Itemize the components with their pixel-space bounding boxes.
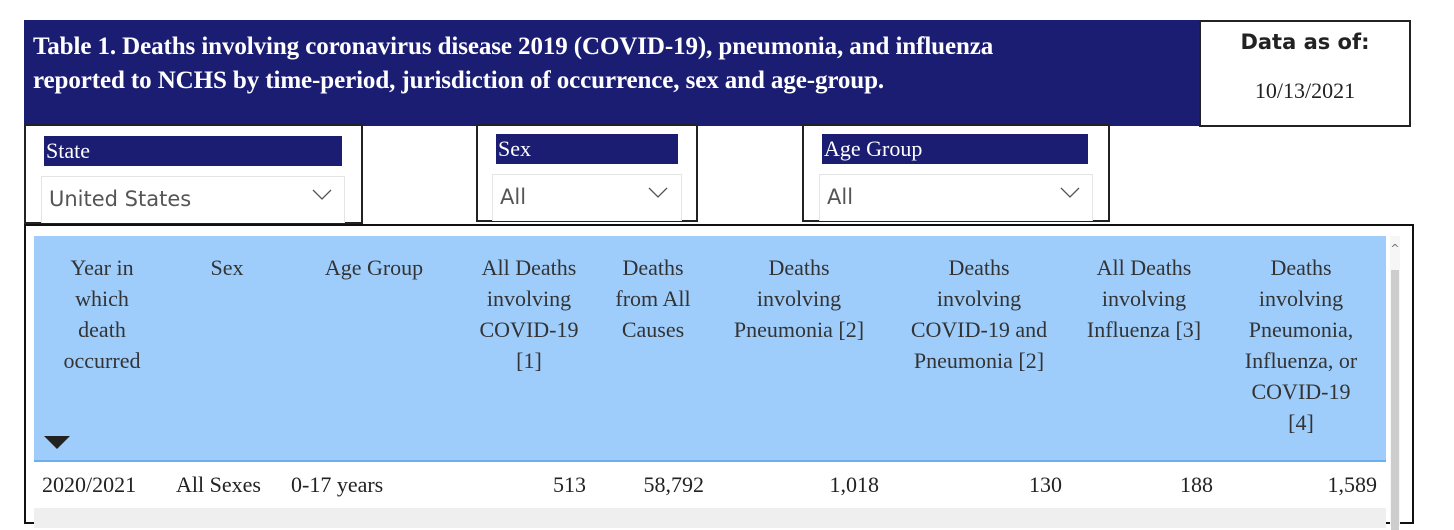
report-title: Table 1. Deaths involving coronavirus di… xyxy=(33,30,993,98)
cell-covid-and-pneumonia: 130 xyxy=(1029,472,1062,497)
data-as-of-card: Data as of: 10/13/2021 xyxy=(1199,20,1411,127)
cell-all-causes: 58,792 xyxy=(643,472,705,497)
column-header-pneumonia[interactable]: Deaths involving Pneumonia [2] xyxy=(733,255,865,342)
column-header-year[interactable]: Year in which death occurred xyxy=(63,255,141,373)
sex-slicer: Sex All xyxy=(476,124,698,222)
data-as-of-label: Data as of: xyxy=(1240,30,1370,54)
cell-covid-deaths: 513 xyxy=(553,472,586,497)
cell-influenza: 188 xyxy=(1180,472,1213,497)
chevron-down-icon xyxy=(1060,187,1080,198)
column-header-pic[interactable]: Deaths involving Pneumonia, Influenza, o… xyxy=(1244,255,1358,435)
cell-year: 2020/2021 xyxy=(42,472,137,497)
state-slicer-title: State xyxy=(44,136,342,166)
chevron-down-icon xyxy=(648,187,668,198)
sort-descending-icon[interactable] xyxy=(44,436,70,449)
cell-age-group: 0-17 years xyxy=(291,472,384,497)
column-header-sex[interactable]: Sex xyxy=(210,255,244,280)
age-group-dropdown[interactable]: All xyxy=(819,174,1093,221)
age-group-slicer-title: Age Group xyxy=(822,134,1088,164)
cell-sex: All Sexes xyxy=(176,472,261,497)
deaths-table: Year in which death occurred Sex Age Gro… xyxy=(24,224,1414,530)
age-group-slicer: Age Group All xyxy=(802,124,1110,222)
state-dropdown-value: United States xyxy=(49,187,192,211)
column-header-influenza[interactable]: All Deaths involving Influenza [3] xyxy=(1086,255,1202,342)
cell-pneumonia: 1,018 xyxy=(829,472,880,497)
table-header: Year in which death occurred Sex Age Gro… xyxy=(34,236,1386,462)
report-title-line-2: reported to NCHS by time-period, jurisdi… xyxy=(33,67,885,94)
table-row[interactable]: 2020/2021 All Sexes 0-17 years 513 58,79… xyxy=(34,462,1386,508)
column-header-covid-and-pneumonia[interactable]: Deaths involving COVID-19 and Pneumonia … xyxy=(910,255,1048,373)
cell-pic: 1,589 xyxy=(1327,472,1378,497)
age-group-dropdown-value: All xyxy=(827,185,854,209)
scroll-up-icon[interactable]: ^ xyxy=(1390,242,1400,255)
chevron-down-icon xyxy=(312,189,332,200)
state-slicer: State United States xyxy=(24,124,363,224)
report-title-line-1: Table 1. Deaths involving coronavirus di… xyxy=(33,33,994,60)
report-title-banner: Table 1. Deaths involving coronavirus di… xyxy=(24,20,1200,126)
table-row[interactable] xyxy=(34,508,1386,528)
state-dropdown[interactable]: United States xyxy=(41,176,345,223)
scrollbar-thumb[interactable] xyxy=(1391,270,1399,530)
data-as-of-date: 10/13/2021 xyxy=(1254,78,1356,103)
vertical-scrollbar[interactable]: ^ xyxy=(1390,236,1400,530)
sex-slicer-title: Sex xyxy=(496,134,678,164)
sex-dropdown[interactable]: All xyxy=(492,174,682,221)
column-header-age-group[interactable]: Age Group xyxy=(324,255,424,280)
sex-dropdown-value: All xyxy=(500,185,527,209)
column-header-all-causes[interactable]: Deaths from All Causes xyxy=(615,255,691,342)
column-header-covid-deaths[interactable]: All Deaths involving COVID-19 [1] xyxy=(479,255,579,373)
